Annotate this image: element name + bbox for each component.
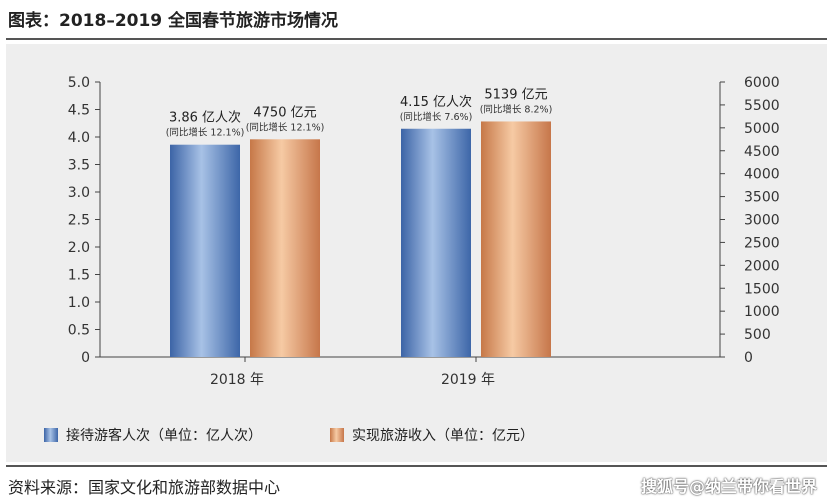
source-note: 资料来源：国家文化和旅游部数据中心 [8, 478, 281, 497]
category-label: 2018 年 [210, 372, 264, 388]
right-tick-label: 3000 [744, 213, 780, 229]
right-tick-label: 2000 [744, 258, 780, 274]
left-tick-label: 2.5 [68, 213, 90, 229]
left-tick-label: 0 [81, 350, 90, 366]
right-tick-label: 1000 [744, 304, 780, 320]
bar-visitors [170, 144, 240, 357]
data-label: 3.86 亿人次 [169, 110, 241, 126]
legend-swatch-revenue [330, 428, 344, 442]
data-sublabel: (同比增长 8.2%) [480, 103, 553, 115]
page-title: 图表：2018–2019 全国春节旅游市场情况 [8, 11, 339, 31]
legend-label: 接待游客人次（单位：亿人次） [66, 427, 262, 444]
bar-revenue [481, 121, 551, 358]
left-tick-label: 4.5 [68, 103, 90, 119]
right-tick-label: 5500 [744, 98, 780, 114]
bar-revenue [250, 139, 320, 357]
right-tick-label: 2500 [744, 235, 780, 251]
legend-swatch-visitors [44, 428, 58, 442]
left-tick-label: 3.5 [68, 158, 90, 174]
data-sublabel: (同比增长 12.1%) [166, 127, 245, 139]
left-tick-label: 5.0 [68, 75, 90, 91]
right-tick-label: 1500 [744, 281, 780, 297]
left-tick-label: 3.0 [68, 185, 90, 201]
right-tick-label: 6000 [744, 75, 780, 91]
left-tick-label: 2.0 [68, 240, 90, 256]
category-label: 2019 年 [441, 372, 495, 388]
data-sublabel: (同比增长 7.6%) [400, 111, 473, 123]
bar-visitors [401, 128, 471, 357]
right-tick-label: 4000 [744, 167, 780, 183]
data-label: 4750 亿元 [253, 105, 316, 120]
right-tick-label: 4500 [744, 144, 780, 160]
left-tick-label: 4.0 [68, 130, 90, 146]
title-divider [6, 38, 827, 40]
data-sublabel: (同比增长 12.1%) [246, 121, 325, 133]
right-tick-label: 500 [744, 327, 771, 343]
right-tick-label: 3500 [744, 190, 780, 206]
left-tick-label: 1.5 [68, 268, 90, 284]
left-tick-label: 0.5 [68, 323, 90, 339]
right-tick-label: 0 [744, 350, 753, 366]
data-label: 5139 亿元 [484, 87, 547, 102]
left-tick-label: 1.0 [68, 295, 90, 311]
watermark: 搜狐号@纳兰带你看世界 [640, 477, 817, 496]
footer-divider [6, 465, 827, 467]
legend-label: 实现旅游收入（单位：亿元） [352, 428, 534, 444]
data-label: 4.15 亿人次 [400, 94, 472, 110]
right-tick-label: 5000 [744, 121, 780, 137]
